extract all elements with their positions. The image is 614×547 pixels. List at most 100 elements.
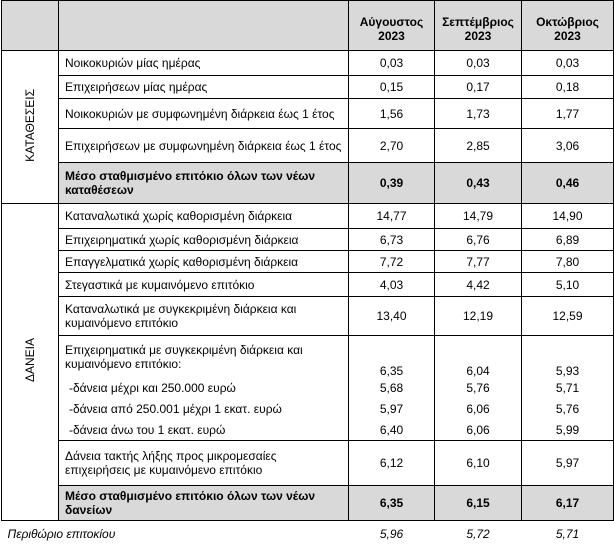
group-label: ΔΑΝΕΙΑ [1,203,59,521]
value: 7,77 [466,254,490,269]
value: 13,40 [376,309,407,323]
label: Νοικοκυριών με συμφωνημένη διάρκεια έως … [65,106,335,121]
value: 0,03 [466,56,490,70]
value-cell: 6,89 [521,228,614,251]
label: Επαγγελματικά χωρίς καθορισμένη διάρκεια [65,254,299,269]
value-cell: 5,97 [348,398,435,420]
year: 2023 [464,29,492,43]
value: 5,96 [379,526,404,541]
column-header: Αύγουστος 2023 [348,0,435,51]
value: 6,15 [466,496,490,510]
value-cell: 1,77 [521,98,614,129]
value-cell: 7,80 [521,250,614,273]
label: Επιχειρήσεων με συμφωνημένη διάρκεια έως… [65,138,342,153]
value-cell: 13,40 [348,296,435,336]
group-title: ΚΑΤΑΘΕΣΕΙΣ [23,89,37,162]
value-cell: 12,59 [521,296,614,336]
month: Οκτώβριος [536,15,599,29]
row-label: Δάνεια τακτής λήξης προς μικρομεσαίες επ… [58,440,349,486]
value: 5,71 [555,526,580,541]
value: 1,77 [555,106,580,121]
table-row: Μέσο σταθμισμένο επιτόκιο όλων των νέων … [2,485,614,521]
value-cell: 6,35 [348,335,435,378]
row-label: -δάνεια άνω του 1 εκατ. ευρώ [58,419,349,441]
value-cell: 1,73 [434,98,522,129]
value: 0,43 [466,176,490,190]
label: Καταναλωτικά με συγκεκριμένη διάρκεια κα… [65,302,297,330]
value-cell: 0,43 [434,162,522,204]
row-label: Επιχειρηματικά με συγκεκριμένη διάρκεια … [58,335,349,378]
value-cell: 4,03 [348,272,435,297]
label: -δάνεια μέχρι και 250.000 ευρώ [69,381,236,395]
value: 6,06 [466,402,490,416]
label: Μέσο σταθμισμένο επιτόκιο όλων των νέων … [65,169,316,197]
row-label: Μέσο σταθμισμένο επιτόκιο όλων των νέων … [58,485,349,521]
value: 6,35 [379,496,404,510]
column-header: Σεπτέμβριος 2023 [434,0,522,51]
value: 5,76 [466,381,490,395]
value-cell: 0,03 [521,50,614,76]
label: Δάνεια τακτής λήξης προς μικρομεσαίες επ… [65,449,277,477]
row-label: Στεγαστικά με κυμαινόμενο επιτόκιο [58,272,349,297]
table-row: Επιχειρήσεων με συμφωνημένη διάρκεια έως… [2,128,614,163]
value: 14,77 [376,209,407,223]
value: 5,76 [555,402,580,416]
month: Σεπτέμβριος [442,15,514,29]
value: 4,42 [466,277,490,292]
value-cell: 5,76 [521,398,614,420]
value: 6,06 [466,422,490,437]
value-cell: 5,10 [521,272,614,297]
value: 0,18 [555,80,580,94]
row-label: Επιχειρήσεων μίας ημέρας [58,75,349,99]
table-row: Επιχειρήσεων μίας ημέρας 0,15 0,17 0,18 [2,75,614,99]
label: Στεγαστικά με κυμαινόμενο επιτόκιο [65,277,255,292]
value-cell: 5,71 [521,377,614,399]
value: 6,76 [466,232,490,247]
value: 14,90 [552,209,583,223]
value: 5,71 [555,381,580,395]
value-cell: 0,03 [434,50,522,76]
value: 6,73 [379,232,404,247]
value: 6,40 [379,422,404,437]
group-label: ΚΑΤΑΘΕΣΕΙΣ [1,50,59,204]
label: Επιχειρηματικά χωρίς καθορισμένη διάρκει… [65,232,299,247]
value-cell: 5,71 [521,520,614,547]
value-cell: 0,15 [348,75,435,99]
row-label: Επαγγελματικά χωρίς καθορισμένη διάρκεια [58,250,349,273]
year: 2023 [378,29,405,43]
value-cell: 0,46 [521,162,614,204]
value-cell: 0,03 [348,50,435,76]
value-cell: 14,79 [434,203,522,229]
value: 5,68 [379,381,404,395]
value-cell: 6,35 [348,485,435,521]
value-cell: 6,73 [348,228,435,251]
value: 6,12 [379,456,404,470]
row-label: Νοικοκυριών με συμφωνημένη διάρκεια έως … [58,98,349,129]
header-cell [1,0,59,51]
label: -δάνεια άνω του 1 εκατ. ευρώ [69,422,226,437]
label: Επιχειρηματικά με συγκεκριμένη διάρκεια … [65,342,303,371]
column-header: Οκτώβριος 2023 [521,0,614,51]
value: 12,19 [462,309,494,323]
value-cell: 2,85 [434,128,522,163]
row-label: Επιχειρηματικά χωρίς καθορισμένη διάρκει… [58,228,349,251]
value: 6,35 [379,363,404,378]
value: 2,85 [466,138,490,153]
label: Περιθώριο επιτοκίου [7,526,116,541]
value-cell: 14,90 [521,203,614,229]
value: 1,56 [379,106,404,121]
value: 3,06 [555,138,580,153]
value-cell: 5,97 [521,440,614,486]
label: -δάνεια από 250.001 μέχρι 1 εκατ. ευρώ [69,402,282,416]
row-label: Καταναλωτικά με συγκεκριμένη διάρκεια κα… [58,296,349,336]
value: 1,73 [466,106,490,121]
row-label: Καταναλωτικά χωρίς καθορισμένη διάρκεια [58,203,349,229]
table-row: Δάνεια τακτής λήξης προς μικρομεσαίες επ… [2,440,614,486]
value-cell: 2,70 [348,128,435,163]
value-cell: 6,06 [434,398,522,420]
value: 2,70 [379,138,404,153]
value-cell: 5,68 [348,377,435,399]
value: 14,79 [462,209,494,223]
group-title: ΔΑΝΕΙΑ [23,338,37,383]
value: 0,03 [555,56,580,70]
